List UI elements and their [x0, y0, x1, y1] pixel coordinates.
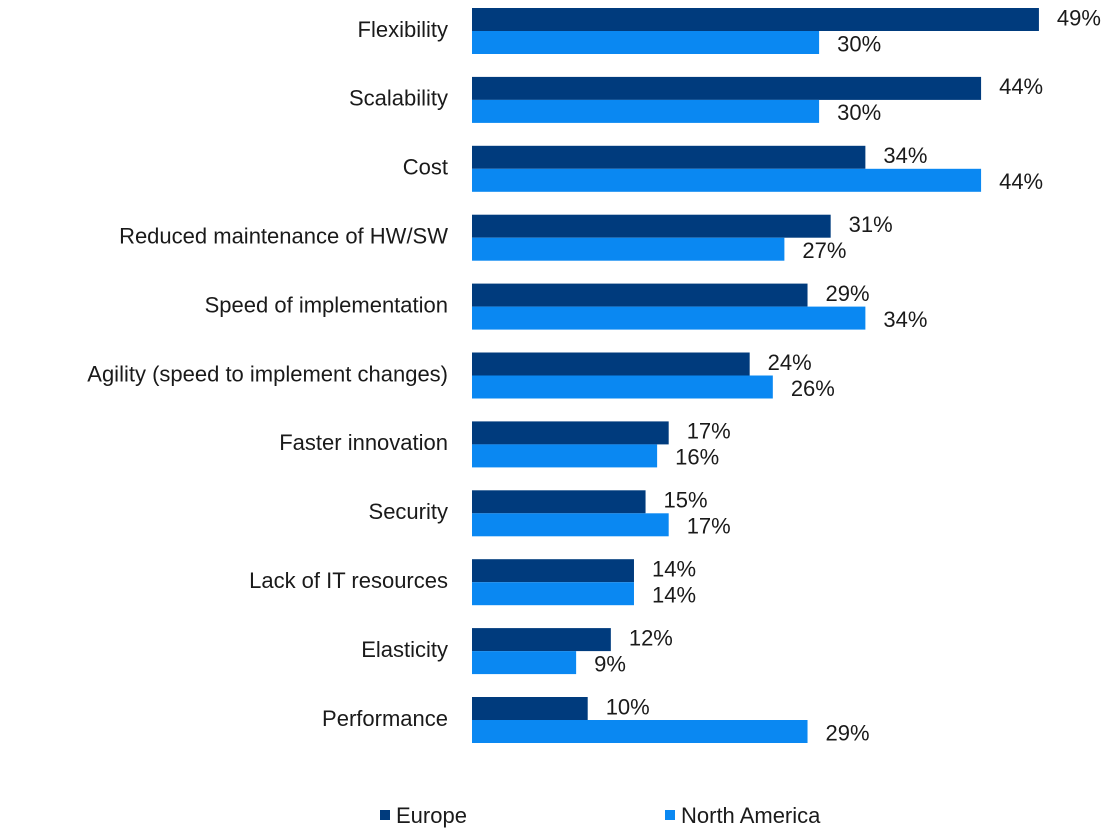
bar — [472, 582, 634, 606]
bar — [472, 306, 866, 330]
value-label: 14% — [652, 557, 696, 582]
value-label: 15% — [664, 488, 708, 513]
bar — [472, 421, 669, 445]
category-label: Flexibility — [358, 17, 448, 42]
value-label: 24% — [768, 350, 812, 375]
value-label: 31% — [849, 212, 893, 237]
legend-label: Europe — [396, 803, 467, 828]
bar — [472, 720, 808, 743]
value-label: 26% — [791, 376, 835, 401]
category-label: Cost — [403, 155, 448, 180]
category-label: Elasticity — [361, 637, 448, 662]
bar — [472, 352, 750, 376]
value-label: 30% — [837, 100, 881, 125]
value-label: 9% — [594, 651, 626, 676]
category-label: Lack of IT resources — [249, 568, 448, 593]
bar — [472, 214, 831, 238]
category-label: Agility (speed to implement changes) — [87, 361, 448, 386]
value-label: 17% — [687, 514, 731, 539]
category-label: Scalability — [349, 86, 448, 111]
bar — [472, 168, 982, 192]
bar — [472, 145, 866, 169]
value-label: 27% — [802, 238, 846, 263]
bar — [472, 697, 588, 720]
value-label: 34% — [883, 307, 927, 332]
value-label: 49% — [1057, 5, 1101, 30]
bar — [472, 651, 577, 675]
category-label: Performance — [322, 706, 448, 731]
bar — [472, 628, 611, 652]
value-label: 16% — [675, 445, 719, 470]
bar — [472, 444, 658, 468]
bar — [472, 31, 820, 54]
value-label: 14% — [652, 583, 696, 608]
bar — [472, 283, 808, 307]
value-label: 29% — [826, 720, 870, 745]
legend-swatch — [380, 810, 390, 820]
value-label: 34% — [883, 143, 927, 168]
value-label: 44% — [999, 169, 1043, 194]
value-label: 29% — [826, 281, 870, 306]
bar — [472, 513, 669, 537]
legend-label: North America — [681, 803, 821, 828]
bar — [472, 237, 785, 261]
category-label: Reduced maintenance of HW/SW — [119, 224, 448, 249]
bar — [472, 8, 1039, 31]
bar — [472, 375, 773, 399]
bar — [472, 559, 634, 583]
legend-swatch — [665, 810, 675, 820]
category-label: Security — [369, 499, 448, 524]
bar — [472, 490, 646, 514]
bar — [472, 99, 820, 123]
category-label: Speed of implementation — [205, 292, 448, 317]
value-label: 17% — [687, 419, 731, 444]
bar — [472, 76, 982, 100]
value-label: 10% — [606, 694, 650, 719]
value-label: 44% — [999, 74, 1043, 99]
category-label: Faster innovation — [279, 430, 448, 455]
value-label: 12% — [629, 625, 673, 650]
value-label: 30% — [837, 31, 881, 56]
